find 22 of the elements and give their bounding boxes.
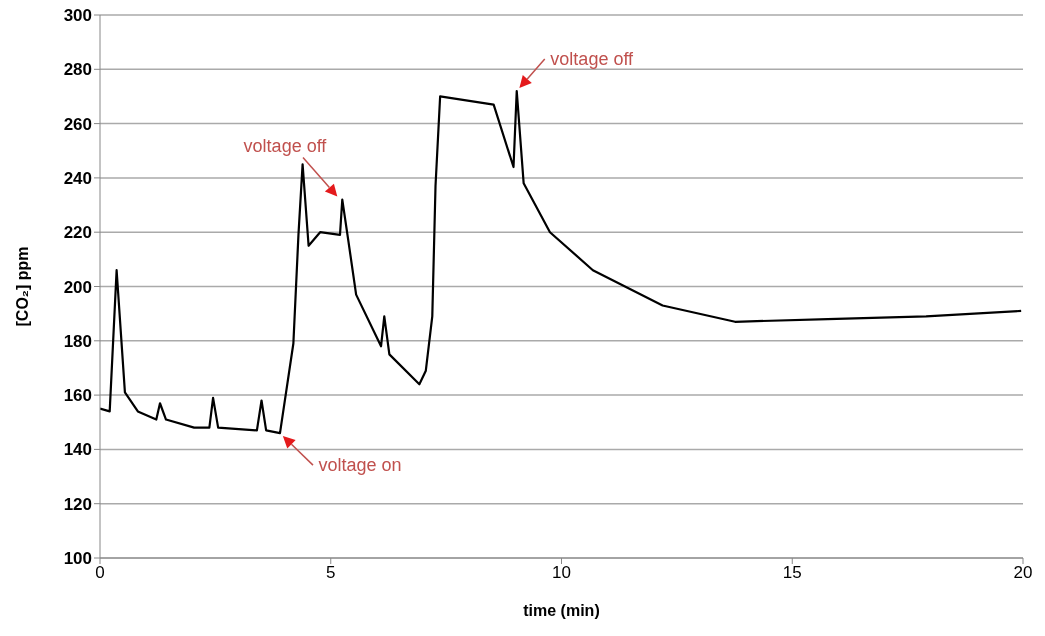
x-tick-label: 10 bbox=[552, 563, 571, 583]
annotation: voltage off bbox=[550, 49, 635, 70]
y-tick-label: 140 bbox=[63, 440, 92, 460]
y-tick-label: 260 bbox=[63, 114, 92, 134]
y-tick-label: 100 bbox=[63, 549, 92, 569]
x-tick-label: 5 bbox=[326, 563, 336, 583]
x-axis-title: time (min) bbox=[523, 602, 600, 619]
y-tick-label: 240 bbox=[63, 168, 92, 188]
y-tick-label: 220 bbox=[63, 223, 92, 243]
y-axis-title: [CO₂] ppm bbox=[13, 246, 31, 327]
y-tick-label: 160 bbox=[63, 386, 92, 406]
y-tick-label: 200 bbox=[63, 277, 92, 297]
y-tick-label: 300 bbox=[63, 6, 92, 26]
y-tick-label: 280 bbox=[63, 60, 92, 80]
x-tick-label: 0 bbox=[95, 563, 105, 583]
y-tick-label: 180 bbox=[63, 331, 92, 351]
x-tick-label: 20 bbox=[1013, 563, 1033, 583]
line-series bbox=[100, 89, 1023, 435]
annotation: voltage on bbox=[318, 455, 402, 476]
annotation: voltage off bbox=[243, 135, 328, 156]
x-tick-label: 15 bbox=[782, 563, 802, 583]
y-tick-label: 120 bbox=[63, 494, 92, 514]
